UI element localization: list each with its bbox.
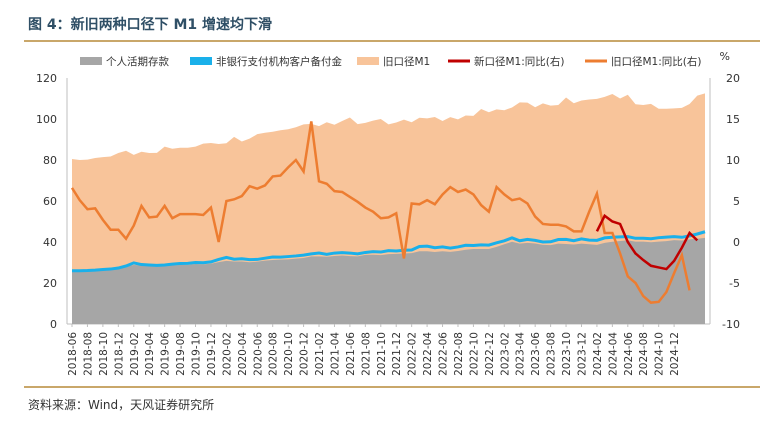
right-tick-label: 5 <box>733 195 740 208</box>
x-tick-label: 2018-12 <box>113 332 125 376</box>
x-tick-label: 2019-08 <box>175 332 187 376</box>
x-tick-label: 2022-10 <box>468 332 480 376</box>
x-tick-label: 2019-06 <box>160 332 172 376</box>
right-tick-label: 15 <box>726 113 740 126</box>
x-tick-label: 2020-02 <box>221 332 233 376</box>
x-tick-label: 2021-10 <box>376 332 388 376</box>
x-tick-label: 2020-04 <box>237 332 249 376</box>
x-tick-label: 2021-12 <box>391 332 403 376</box>
legend-swatch <box>190 57 212 65</box>
x-tick-label: 2020-06 <box>252 332 264 376</box>
x-tick-label: 2021-08 <box>360 332 372 376</box>
x-tick-label: 2021-06 <box>345 332 357 376</box>
left-tick-label: 0 <box>50 318 57 331</box>
right-tick-label: -5 <box>729 277 740 290</box>
line-new-m1-yoy <box>595 213 699 271</box>
x-tick-label: 2018-10 <box>98 332 110 376</box>
x-tick-label: 2019-10 <box>191 332 203 376</box>
x-tick-label: 2022-06 <box>438 332 450 376</box>
x-tick-label: 2019-12 <box>206 332 218 376</box>
x-tick-label: 2020-10 <box>283 332 295 376</box>
left-tick-label: 80 <box>43 154 57 167</box>
x-tick-label: 2021-02 <box>314 332 326 376</box>
x-tick-label: 2022-02 <box>407 332 419 376</box>
x-tick-label: 2021-04 <box>329 332 341 376</box>
left-tick-label: 40 <box>43 236 57 249</box>
left-tick-label: 100 <box>36 113 57 126</box>
left-tick-label: 20 <box>43 277 57 290</box>
right-tick-label: -10 <box>722 318 740 331</box>
x-tick-label: 2023-12 <box>576 332 588 376</box>
figure-title: 图 4：新旧两种口径下 M1 增速均下滑 <box>28 17 273 33</box>
bottom-rule <box>24 386 760 388</box>
legend-swatch <box>357 57 379 65</box>
right-tick-label: 10 <box>726 154 740 167</box>
x-tick-label: 2023-02 <box>499 332 511 376</box>
right-tick-label: 0 <box>733 236 740 249</box>
legend-label: 个人活期存款 <box>106 55 169 68</box>
source-note: 资料来源：Wind，天风证券研究所 <box>28 398 215 412</box>
x-tick-label: 2019-04 <box>144 332 156 376</box>
x-tick-label: 2020-12 <box>299 332 311 376</box>
area-personal-deposits <box>72 237 705 324</box>
x-tick-label: 2023-06 <box>530 332 542 376</box>
line-old-m1-yoy <box>70 121 691 304</box>
x-tick-label: 2023-04 <box>515 332 527 376</box>
legend-label: 旧口径M1 <box>383 55 430 68</box>
line-payment-reserves <box>72 230 706 273</box>
x-tick-label: 2024-04 <box>607 332 619 376</box>
legend-label: 新口径M1:同比(右) <box>474 55 564 68</box>
left-tick-label: 120 <box>36 72 57 85</box>
x-tick-label: 2019-02 <box>129 332 141 376</box>
legend-label: 旧口径M1:同比(右) <box>611 55 701 68</box>
x-tick-label: 2018-08 <box>82 332 94 376</box>
top-rule <box>24 40 760 42</box>
legend-label: 非银行支付机构客户备付金 <box>216 55 342 68</box>
legend-swatch <box>80 57 102 65</box>
left-tick-label: 60 <box>43 195 57 208</box>
right-axis-unit: % <box>720 50 730 63</box>
x-tick-label: 2020-08 <box>268 332 280 376</box>
x-tick-label: 2022-08 <box>453 332 465 376</box>
x-tick-label: 2022-12 <box>484 332 496 376</box>
right-tick-label: 20 <box>726 72 740 85</box>
x-tick-label: 2024-08 <box>638 332 650 376</box>
x-tick-label: 2023-10 <box>561 332 573 376</box>
x-tick-label: 2023-08 <box>546 332 558 376</box>
x-tick-label: 2024-12 <box>669 332 681 376</box>
x-tick-label: 2024-06 <box>623 332 635 376</box>
x-tick-label: 2024-10 <box>654 332 666 376</box>
x-tick-label: 2018-06 <box>67 332 79 376</box>
x-tick-label: 2022-04 <box>422 332 434 376</box>
x-tick-label: 2024-02 <box>592 332 604 376</box>
